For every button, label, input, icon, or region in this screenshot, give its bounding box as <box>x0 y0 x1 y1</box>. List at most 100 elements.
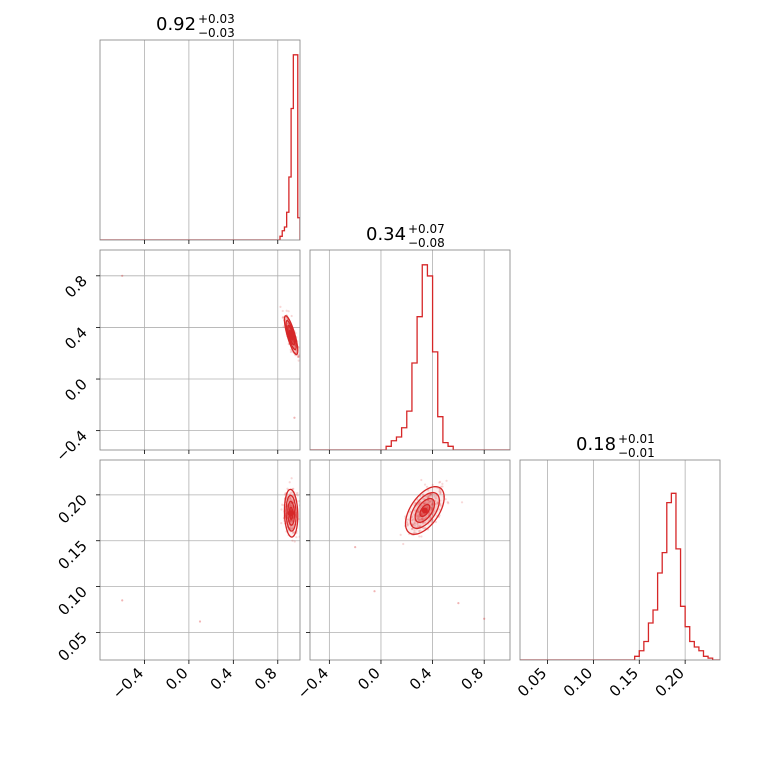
scatter-point <box>290 520 293 523</box>
scatter-point <box>423 527 426 530</box>
panel-frame <box>99 39 301 241</box>
scatter-point <box>423 502 426 505</box>
scatter-point <box>436 501 439 504</box>
density-peak <box>288 332 295 339</box>
scatter-point <box>416 498 419 501</box>
panel-content <box>121 274 300 419</box>
scatter-point <box>430 506 433 510</box>
scatter-point <box>413 524 416 527</box>
scatter-point <box>411 523 414 526</box>
scatter-point <box>427 489 430 492</box>
scatter-point <box>412 518 415 521</box>
scatter-point <box>417 503 420 506</box>
scatter-point <box>433 495 436 498</box>
scatter-point <box>420 518 423 521</box>
scatter-point <box>292 487 295 490</box>
scatter-point <box>431 513 434 516</box>
scatter-point <box>428 494 431 497</box>
scatter-point <box>291 531 294 534</box>
scatter-point <box>424 501 427 504</box>
scatter-point <box>406 520 409 524</box>
panel-frame <box>519 459 721 661</box>
scatter-point <box>436 502 439 505</box>
scatter-point <box>427 512 431 515</box>
scatter-point <box>289 348 292 351</box>
outlier-point <box>354 546 357 549</box>
scatter-point <box>441 485 444 488</box>
panel-content <box>121 477 300 623</box>
scatter-point <box>427 496 430 499</box>
scatter-point <box>296 494 299 497</box>
scatter-point <box>427 496 430 499</box>
title-minus: −0.03 <box>198 26 235 40</box>
scatter-point <box>439 490 442 493</box>
scatter-point <box>434 520 437 524</box>
panel-content <box>354 478 486 620</box>
title-minus: −0.08 <box>408 236 445 250</box>
scatter-point <box>431 483 434 487</box>
scatter-point <box>417 511 420 514</box>
scatter-point <box>416 510 420 513</box>
scatter-point <box>295 536 298 539</box>
scatter-point <box>409 510 412 513</box>
x-tick-label: 0.20 <box>652 664 688 700</box>
title-plus: +0.03 <box>198 12 235 26</box>
scatter-point <box>430 503 434 507</box>
y-tick-label: 0.0 <box>61 375 91 405</box>
scatter-point <box>428 500 432 503</box>
y-tick-label: 0.20 <box>54 491 90 527</box>
scatter-point <box>413 522 416 525</box>
title-minus: −0.01 <box>618 446 655 460</box>
scatter-point <box>428 493 431 496</box>
scatter-point <box>429 500 432 503</box>
scatter-point <box>424 495 428 498</box>
scatter-point <box>413 509 416 512</box>
scatter-point <box>430 503 433 506</box>
panel-content <box>520 492 720 660</box>
scatter-point <box>289 504 293 507</box>
scatter-point <box>290 527 294 530</box>
scatter-point <box>430 493 433 496</box>
scatter-point <box>446 501 449 504</box>
scatter-point <box>413 529 416 532</box>
scatter-point <box>417 518 421 521</box>
histogram-line <box>310 264 510 450</box>
scatter-point <box>427 501 430 505</box>
density-peak <box>288 510 295 517</box>
scatter-point <box>439 480 442 483</box>
scatter-point <box>418 535 421 538</box>
histogram-line <box>100 54 300 240</box>
scatter-point <box>289 491 293 494</box>
outlier-point <box>121 599 124 602</box>
scatter-point <box>298 500 300 503</box>
scatter-point <box>445 479 448 482</box>
scatter-point <box>281 503 284 506</box>
scatter-point <box>289 350 293 354</box>
title-plus: +0.07 <box>408 222 445 236</box>
scatter-point <box>427 500 430 503</box>
scatter-point <box>297 355 300 359</box>
y-tick-label: 0.15 <box>54 537 90 573</box>
scatter-point <box>430 506 433 509</box>
panel-2-2: 0.18 +0.01−0.01 0.05 0.10 0.15 0.20 <box>514 432 721 700</box>
scatter-point <box>281 316 285 319</box>
scatter-point <box>447 502 450 505</box>
histogram-line <box>520 492 720 660</box>
scatter-point <box>413 501 417 504</box>
panel-frame <box>309 459 511 661</box>
panel-frame <box>99 249 301 451</box>
scatter-point <box>416 516 420 519</box>
scatter-point <box>290 314 293 318</box>
scatter-point <box>416 523 419 526</box>
panel-content <box>310 264 510 450</box>
scatter-point <box>434 497 438 500</box>
scatter-point <box>429 515 432 519</box>
scatter-point <box>431 501 434 505</box>
scatter-point <box>438 508 441 511</box>
x-tick-label: 0.8 <box>251 664 281 694</box>
scatter-point <box>430 508 433 511</box>
scatter-point <box>293 540 296 543</box>
panel-title: 0.92 <box>156 14 196 35</box>
scatter-point <box>419 529 422 532</box>
scatter-point <box>288 497 291 500</box>
